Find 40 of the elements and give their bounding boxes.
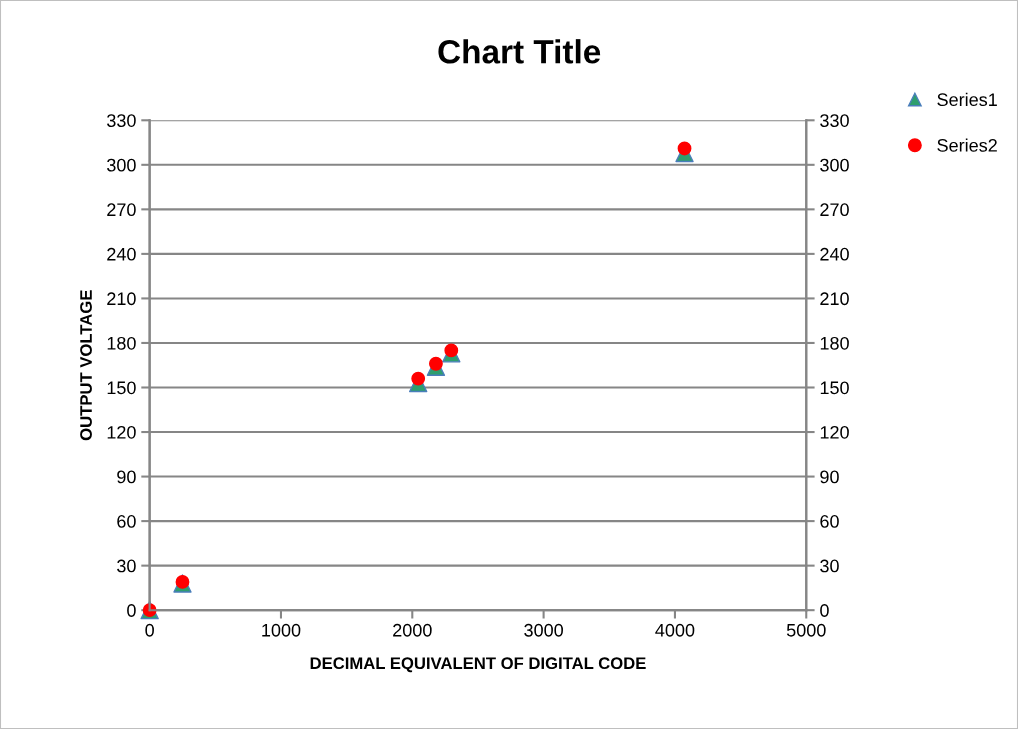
x-tick-label: 3000 xyxy=(524,623,563,637)
x-tick-label: 4000 xyxy=(655,623,695,637)
legend-label: Series2 xyxy=(937,138,997,152)
y-tick-label: 30 xyxy=(117,559,136,573)
chart-title: Chart Title xyxy=(438,39,601,64)
y-tick-label: 60 xyxy=(117,515,136,528)
y-tick-label: 270 xyxy=(107,203,136,217)
x-tick-label: 5000 xyxy=(786,623,826,637)
y2-tick-label: 330 xyxy=(820,114,849,128)
y-tick-label: 300 xyxy=(107,158,136,172)
y2-tick-label: 180 xyxy=(820,336,849,350)
y-tick-label: 0 xyxy=(127,604,136,617)
x-axis-title: DECIMAL EQUIVALENT OF DIGITAL CODE xyxy=(310,657,646,673)
point xyxy=(411,371,426,386)
y-tick-label: 90 xyxy=(117,470,136,484)
y-tick-label: 150 xyxy=(107,381,136,395)
point xyxy=(444,343,459,358)
y2-tick-label: 270 xyxy=(820,203,849,217)
y2-tick-label: 0 xyxy=(820,604,829,617)
legend-label: Series1 xyxy=(937,92,997,107)
point xyxy=(429,356,443,371)
x-tick-label: 0 xyxy=(145,623,154,637)
y-tick-label: 240 xyxy=(107,247,136,261)
y2-tick-label: 120 xyxy=(820,425,849,439)
y-tick-label: 120 xyxy=(107,425,136,439)
point xyxy=(175,575,190,589)
y2-tick-label: 300 xyxy=(820,158,849,172)
point xyxy=(677,141,692,156)
y2-tick-label: 210 xyxy=(820,292,849,306)
y-axis-title: OUTPUT VOLTAGE xyxy=(80,290,92,441)
y2-tick-label: 90 xyxy=(820,470,839,484)
y-tick-label: 210 xyxy=(107,292,136,306)
y2-tick-label: 240 xyxy=(820,247,849,261)
y2-tick-label: 60 xyxy=(820,515,839,528)
x-tick-label: 1000 xyxy=(262,623,301,637)
y-tick-label: 330 xyxy=(107,114,136,128)
y2-tick-label: 150 xyxy=(820,381,849,395)
y-tick-label: 180 xyxy=(107,336,136,350)
x-tick-label: 2000 xyxy=(393,623,432,637)
y2-tick-label: 30 xyxy=(820,559,839,573)
